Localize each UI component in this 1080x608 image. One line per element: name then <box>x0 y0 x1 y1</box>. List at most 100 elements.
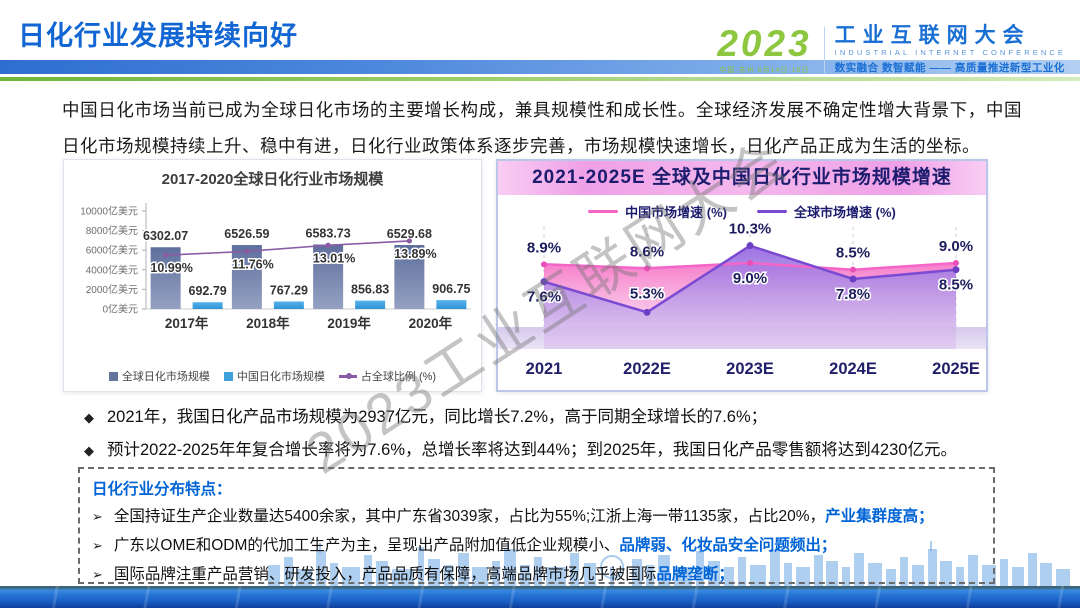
legend-label-china: 中国日化市场规模 <box>236 371 325 383</box>
x-axis-label: 2017年 <box>165 315 209 331</box>
area-global-growth <box>544 245 956 349</box>
marker-china-growth <box>644 265 650 272</box>
legend-swatch-global-growth-icon <box>757 209 787 213</box>
y-axis-label: 4000亿美元 <box>86 263 138 276</box>
ratio-value-label: 11.76% <box>232 257 274 271</box>
feature-box-title: 日化行业分布特点： <box>92 481 232 498</box>
logo-event-info: 中国·苏州 8月14日-16日 <box>719 66 810 74</box>
ratio-value-label: 13.89% <box>394 247 436 261</box>
bar-china <box>192 302 223 309</box>
chart1-legend: 全球日化市场规模 中国日化市场规模 占全球比例 (%) <box>64 368 481 384</box>
global-growth-label: 7.8% <box>836 286 870 303</box>
legend-item-china-growth: 中国市场增速 (%) <box>588 202 727 221</box>
bar-value-label: 767.29 <box>270 283 308 297</box>
legend-label-global-growth: 全球市场增速 (%) <box>794 204 896 220</box>
feature-item-highlight: 产业集群度高； <box>825 508 934 525</box>
bottom-blue-band <box>0 586 1080 608</box>
y-axis-label: 0亿美元 <box>102 303 138 316</box>
legend-swatch-china-growth-icon <box>588 209 619 213</box>
feature-item: ➢ 全国持证生产企业数量达5400余家，其中广东省3039家，占比为55%;江浙… <box>92 504 979 526</box>
bar-global <box>394 245 425 309</box>
city-skyline-graphic <box>268 541 1070 587</box>
y-axis-label: 10000亿美元 <box>80 205 138 218</box>
global-growth-label: 8.5% <box>939 277 973 294</box>
y-axis-label: 8000亿美元 <box>86 224 138 237</box>
arrow-bullet-icon: ➢ <box>92 509 103 524</box>
chart-growth-rate: 2021-2025E 全球及中国日化行业市场规模增速 中国市场增速 (%) 全球… <box>496 159 988 392</box>
arrow-bullet-icon: ➢ <box>92 538 103 553</box>
ratio-value-label: 13.01% <box>313 251 355 265</box>
feature-item-main-text: 全国持证生产企业数量达5400余家，其中广东省3039家，占比为55%;江浙上海… <box>113 508 826 525</box>
marker-china-growth <box>541 261 547 268</box>
chart2-title: 2021-2025E 全球及中国日化行业市场规模增速 <box>498 161 986 195</box>
logo-divider <box>823 26 825 73</box>
global-growth-label: 5.3% <box>630 285 664 302</box>
diamond-bullet-icon: ◆ <box>84 410 94 425</box>
marker-global-growth <box>952 266 960 274</box>
marker-global-growth <box>643 308 651 316</box>
feature-item-main-text: 国际品牌注重产品营销、研发投入，产品品质有保障，高端品牌市场几乎被国际 <box>113 566 657 583</box>
logo-year: 2023 <box>717 22 812 64</box>
bar-global <box>231 245 262 309</box>
marker-china-growth <box>747 260 753 266</box>
bar-value-label: 692.79 <box>189 284 227 298</box>
global-growth-label: 7.6% <box>527 289 561 306</box>
bullet-text: 预计2022-2025年年复合增长率将为7.6%，总增长率将达到44%；到202… <box>107 441 957 459</box>
marker-global-growth <box>849 275 857 283</box>
bar-value-label: 856.83 <box>351 283 389 297</box>
bar-value-label: 6529.68 <box>387 227 432 241</box>
legend-label-ratio: 占全球比例 (%) <box>360 371 437 383</box>
bullet-item: ◆ 2021年，我国日化产品市场规模为2937亿元，同比增长7.2%，高于同期全… <box>84 403 1024 427</box>
x-axis-label: 2025E <box>932 360 980 378</box>
x-axis-label: 2019年 <box>327 315 371 331</box>
x-axis-label: 2023E <box>726 360 774 378</box>
legend-item-china: 中国日化市场规模 <box>223 368 325 384</box>
intro-paragraph: 中国日化市场当前已成为全球日化市场的主要增长构成，兼具规模性和成长性。全球经济发… <box>62 100 1022 156</box>
logo-name-en: INDUSTRIAL INTERNET CONFERENCE <box>834 48 1066 58</box>
legend-swatch-china-icon <box>223 371 233 381</box>
bar-china <box>273 301 304 309</box>
marker-global-growth <box>746 242 754 250</box>
x-axis-label: 2018年 <box>246 315 290 331</box>
logo-text-block: 工业互联网大会 INDUSTRIAL INTERNET CONFERENCE 数… <box>835 24 1066 75</box>
x-axis-label: 2024E <box>829 360 877 378</box>
y-axis-label: 2000亿美元 <box>86 283 138 296</box>
diamond-bullet-icon: ◆ <box>84 443 94 458</box>
y-axis-label: 6000亿美元 <box>86 244 138 257</box>
legend-label-global: 全球日化市场规模 <box>121 371 210 383</box>
ratio-line-marker <box>325 242 331 248</box>
chart-global-market-size: 2017-2020全球日化行业市场规模 0亿美元 2000亿美元 4000亿美元 60… <box>63 159 482 392</box>
page-title: 日化行业发展持续向好 <box>18 21 298 51</box>
chart1-plot: 0亿美元 2000亿美元 4000亿美元 6000亿美元 8000亿美元 10000亿美元… <box>80 203 472 331</box>
logo-name: 工业互联网大会 <box>834 24 1031 47</box>
bar-global <box>313 244 344 309</box>
bar-china <box>436 300 467 309</box>
logo-year-block: 2023 中国·苏州 8月14日-16日 <box>717 25 811 75</box>
chart1-title: 2017-2020全球日化行业市场规模 <box>161 171 384 188</box>
x-axis-label: 2021 <box>526 360 563 378</box>
conference-logo: 2023 中国·苏州 8月14日-16日 工业互联网大会 INDUSTRIAL … <box>717 24 1066 75</box>
legend-swatch-global-icon <box>108 371 118 381</box>
ratio-line-marker <box>406 238 412 244</box>
global-growth-label: 10.3% <box>729 221 772 238</box>
marker-china-growth <box>953 260 959 266</box>
china-growth-label: 8.9% <box>527 239 561 256</box>
legend-item-ratio: 占全球比例 (%) <box>338 368 437 384</box>
ratio-value-label: 10.99% <box>150 261 192 275</box>
ratio-line-marker <box>244 248 250 254</box>
feature-item-text: 广东以OME和ODM的代加工生产为主，呈现出产品附加值低企业规模小、品牌弱、化妆… <box>114 533 837 555</box>
logo-slogan: 数实融合 数智赋能 —— 高质量推进新型工业化 <box>834 62 1065 75</box>
chart2-legend: 中国市场增速 (%) 全球市场增速 (%) <box>498 201 986 221</box>
arrow-bullet-icon: ➢ <box>92 567 103 582</box>
ratio-line <box>165 240 410 256</box>
bullet-item: ◆ 预计2022-2025年年复合增长率将为7.6%，总增长率将达到44%；到2… <box>84 436 1024 460</box>
china-growth-label: 8.6% <box>630 243 664 260</box>
bar-value-label: 6526.59 <box>224 227 269 241</box>
bar-china <box>355 300 386 309</box>
feature-item-text: 全国持证生产企业数量达5400余家，其中广东省3039家，占比为55%;江浙上海… <box>114 504 934 526</box>
bar-value-label: 6583.73 <box>306 226 351 240</box>
ratio-line-marker <box>163 252 169 258</box>
feature-box: 日化行业分布特点： ➢ 全国持证生产企业数量达5400余家，其中广东省3039家… <box>78 467 995 584</box>
legend-swatch-ratio-line-icon <box>338 373 357 379</box>
